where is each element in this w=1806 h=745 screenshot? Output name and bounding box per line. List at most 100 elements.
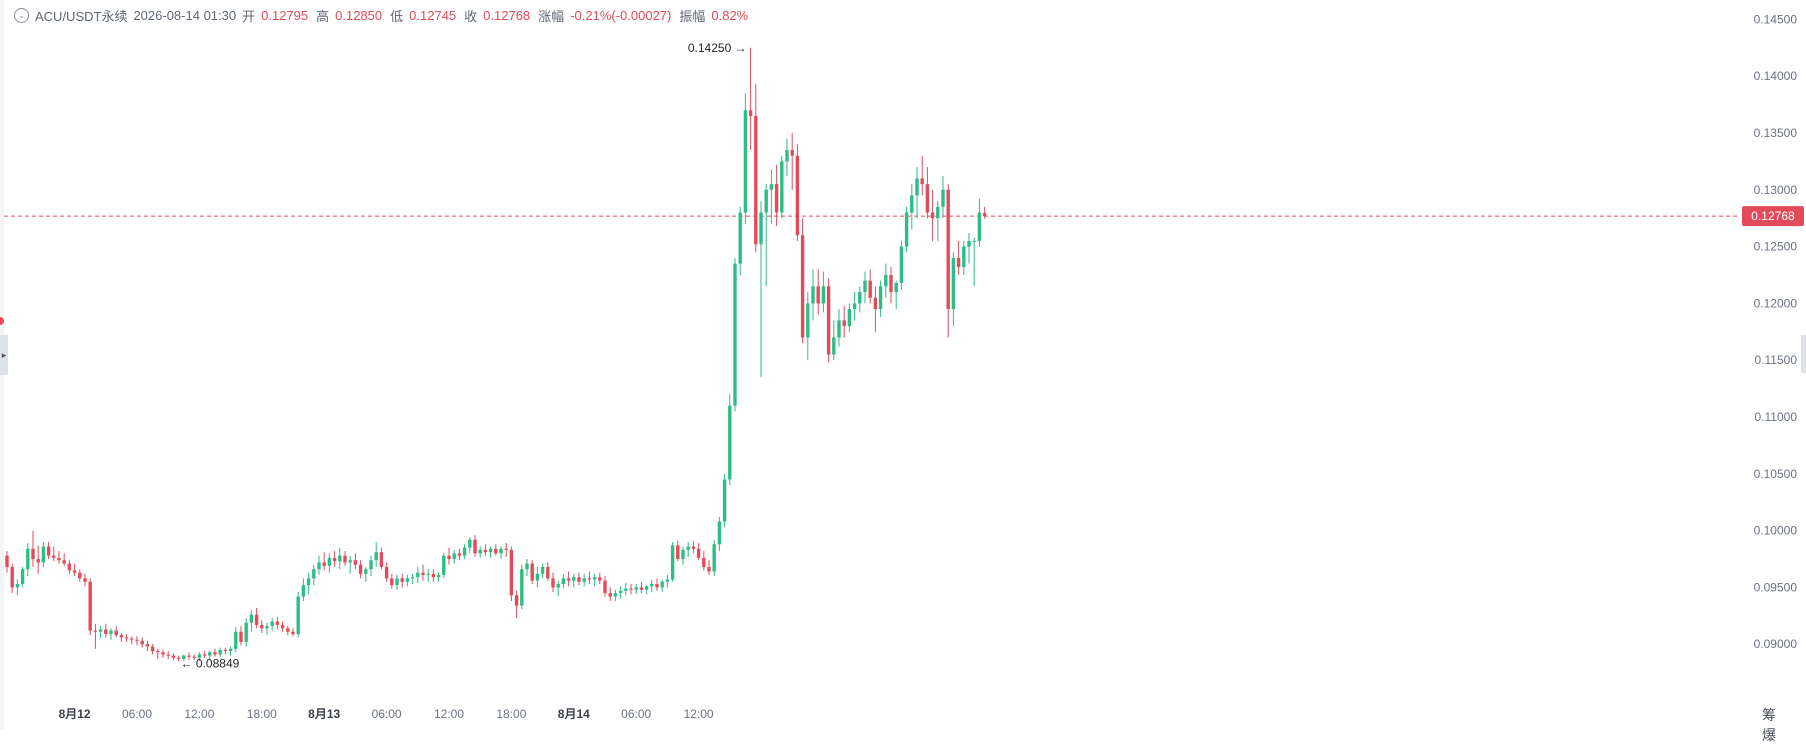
open-value: 0.12795 [261,7,309,23]
candle-body [400,578,404,582]
candle [759,201,763,378]
candle-body [920,178,924,185]
candle [31,530,35,567]
candle [650,579,654,592]
candle-body [618,590,623,594]
ohlc-legend: ⌄ ACU/USDT永续 2026-08-14 01:30 开 0.12795 … [14,4,756,26]
candle-body [525,563,529,570]
candle [951,252,956,327]
low-label: 低 [390,8,404,24]
candle [904,206,909,253]
candle-body [280,624,285,629]
candle-body [353,560,358,565]
candle-body [234,631,238,649]
candle [665,574,670,588]
y-tick-label: 0.11500 [1755,353,1798,367]
candle [629,584,633,595]
candle [52,546,56,562]
candle-body [312,569,316,579]
change-value: -0.21%(-0.00027) [570,7,672,23]
candle [384,562,389,582]
x-tick-label: 12:00 [434,707,464,721]
candle-body [894,282,898,293]
candle-body [405,578,410,582]
x-tick-label: 12:00 [184,707,214,721]
candle [707,560,711,575]
candle [561,573,566,589]
current-price-tag [1742,206,1804,227]
candle-body [5,555,9,567]
candle [639,581,644,594]
candle-body [925,184,930,213]
candle-body [790,150,794,156]
candle [509,546,514,602]
candle [379,547,384,570]
chart-area[interactable]: 0.09000 0.09500 0.10000 0.10500 0.11000 0.115… [0,0,1806,729]
candle [473,535,477,557]
x-tick-label: 06:00 [372,707,402,721]
candle [171,653,176,661]
candle-body [582,578,586,582]
chevron-down-icon[interactable]: ⌄ [14,7,29,23]
x-tick-label: 18:00 [496,707,526,721]
x-tick-label: 18:00 [247,707,277,721]
y-tick-label: 0.12500 [1754,240,1798,254]
candle [447,547,451,565]
candle [119,632,124,642]
corner-buttons[interactable]: 筹 爆 [1762,707,1786,743]
candle-body [936,206,940,219]
candle [213,648,217,657]
candle-body [223,649,228,652]
candle-body [171,655,176,658]
candle-body [166,654,170,656]
candle-body [208,652,212,656]
candle-body [655,584,659,588]
right-panel-toggle[interactable] [1801,335,1806,373]
candle-body [868,280,872,298]
candle-body [832,337,836,355]
x-tick-label: 06:00 [122,707,152,721]
candle [556,580,560,597]
candle-body [811,286,815,304]
candle-body [962,246,966,268]
candle [535,566,540,588]
candle [187,652,191,661]
candlestick-chart[interactable]: 0.09000 0.09500 0.10000 0.10500 0.11000 0.115… [0,0,1806,729]
candle-body [176,657,181,660]
candle [431,569,436,582]
candle-body [46,546,51,556]
candle-body [358,564,363,574]
candle-body [665,579,670,582]
candle-body [88,581,92,631]
y-tick-label: 0.13000 [1754,183,1798,197]
candle [717,516,722,552]
candle [416,566,420,583]
symbol-label: ACU/USDT永续 [35,8,128,24]
candle [738,206,742,275]
candle [967,232,971,264]
candle [712,539,716,577]
candle-body [26,548,30,570]
candle-body [301,585,306,597]
candle [369,555,373,577]
candle-body [348,560,352,563]
candle-body [390,578,394,586]
candle-body [509,549,514,596]
candle [10,563,14,594]
candle [57,551,61,564]
candle-body [613,593,618,597]
candle-body [468,539,472,548]
left-panel-toggle[interactable]: ▸ [0,335,8,375]
candle-body [572,577,576,581]
candle [197,652,202,662]
candle-body [670,545,675,580]
candle [504,543,508,557]
candle [405,574,410,587]
candle-body [182,655,186,660]
candle-body [202,654,207,656]
candle-body [556,584,560,588]
candle [26,543,30,577]
close-value: 0.12768 [483,7,531,23]
candle [598,572,602,585]
candles [5,47,987,662]
